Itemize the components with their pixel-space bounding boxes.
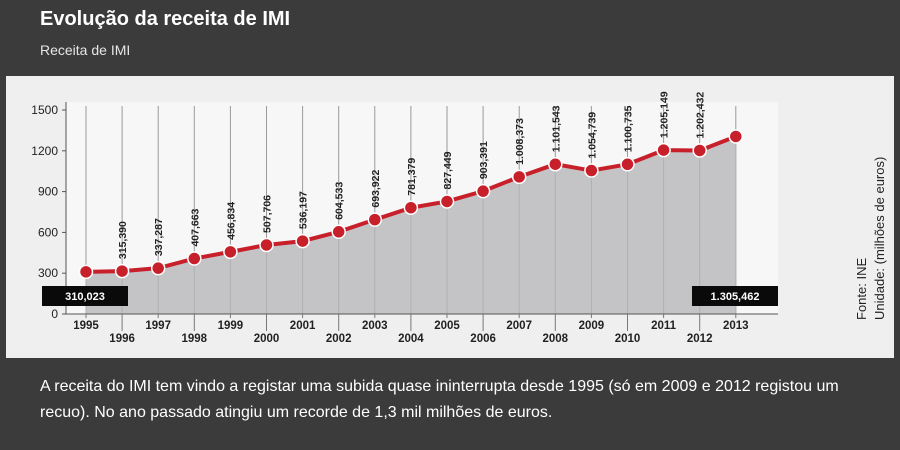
data-label: 536,197	[298, 191, 310, 229]
unit-label: Unidade: (milhões de euros)	[872, 156, 887, 320]
data-label: 1.202,432	[695, 92, 707, 139]
data-point	[259, 237, 274, 253]
source-block: Fonte: INE Unidade: (milhões de euros)	[832, 88, 887, 358]
data-point	[150, 260, 166, 276]
data-point	[656, 142, 671, 158]
data-label: 1.101,543	[550, 105, 562, 152]
data-label: 1.008,373	[514, 118, 526, 165]
x-tick-label: 1999	[218, 320, 244, 332]
data-point	[187, 251, 202, 266]
x-tick-label: 2006	[470, 333, 496, 345]
x-tick-label: 2010	[615, 333, 641, 345]
data-label: 827,449	[442, 151, 454, 189]
data-point	[692, 143, 707, 158]
data-point	[78, 264, 94, 280]
data-label: 1.305,462	[711, 291, 760, 303]
data-label-box	[42, 286, 128, 306]
data-point	[403, 200, 419, 215]
x-tick-label: 2000	[254, 333, 280, 345]
x-tick-label: 2003	[362, 320, 388, 332]
x-tick-label: 1997	[145, 320, 171, 332]
x-tick-label: 2011	[651, 320, 677, 332]
data-label: 781,379	[406, 158, 418, 196]
header: Evolução da receita de IMI Receita de IM…	[0, 0, 900, 72]
x-tick-label: 2007	[506, 320, 532, 332]
x-tick-label: 2005	[434, 320, 460, 332]
data-label: 1.205,149	[659, 91, 671, 138]
x-tick-label: 1998	[182, 333, 208, 345]
data-point	[511, 169, 527, 185]
data-point	[620, 157, 635, 172]
data-label: 1.054,739	[586, 112, 598, 159]
data-label: 507,706	[262, 195, 274, 233]
data-label: 310,023	[65, 291, 105, 303]
y-tick-label: 600	[38, 225, 58, 239]
x-tick-label: 2001	[290, 320, 316, 332]
x-tick-label: 1995	[73, 320, 99, 332]
data-point	[223, 244, 238, 260]
data-label-box	[692, 286, 778, 306]
y-tick-label: 0	[51, 307, 58, 321]
data-point	[548, 156, 563, 172]
data-point	[439, 194, 455, 209]
data-point	[475, 183, 491, 199]
x-tick-label: 2013	[723, 320, 749, 332]
x-tick-label: 1996	[109, 333, 135, 345]
data-label: 604,533	[334, 182, 346, 220]
data-label: 407,663	[189, 208, 201, 246]
data-label: 315,390	[117, 221, 129, 259]
y-tick-label: 1500	[31, 103, 58, 117]
data-label: 903,391	[478, 141, 490, 179]
data-label: 1.100,735	[623, 105, 635, 152]
data-label: 456,834	[225, 202, 237, 240]
chart-panel: 0 300 600 900 1200 1500 310,023 315,390 337,287 4…	[6, 76, 894, 358]
data-point	[584, 163, 599, 178]
data-point	[114, 263, 130, 279]
chart-svg: 0 300 600 900 1200 1500 310,023 315,390 337,287 4…	[31, 91, 778, 345]
x-tick-label: 2008	[543, 333, 569, 345]
chart-title: Evolução da receita de IMI	[40, 8, 291, 30]
x-tick-label: 2004	[398, 333, 424, 345]
data-label: 693,922	[370, 170, 382, 208]
source-label: Fonte: INE	[854, 257, 869, 320]
data-point	[295, 233, 310, 249]
data-point	[728, 129, 744, 144]
data-label: 337,287	[153, 218, 165, 256]
x-tick-label: 2009	[579, 320, 605, 332]
chart-subtitle: Receita de IMI	[40, 42, 131, 58]
y-tick-label: 1200	[31, 144, 58, 158]
x-tick-label: 2012	[687, 333, 713, 345]
x-tick-label: 2002	[326, 333, 352, 345]
data-point	[331, 224, 346, 240]
y-tick-label: 300	[38, 266, 58, 280]
data-point	[367, 212, 383, 227]
caption-text: A receita do IMI tem vindo a registar um…	[40, 378, 839, 421]
y-tick-label: 900	[38, 185, 58, 199]
